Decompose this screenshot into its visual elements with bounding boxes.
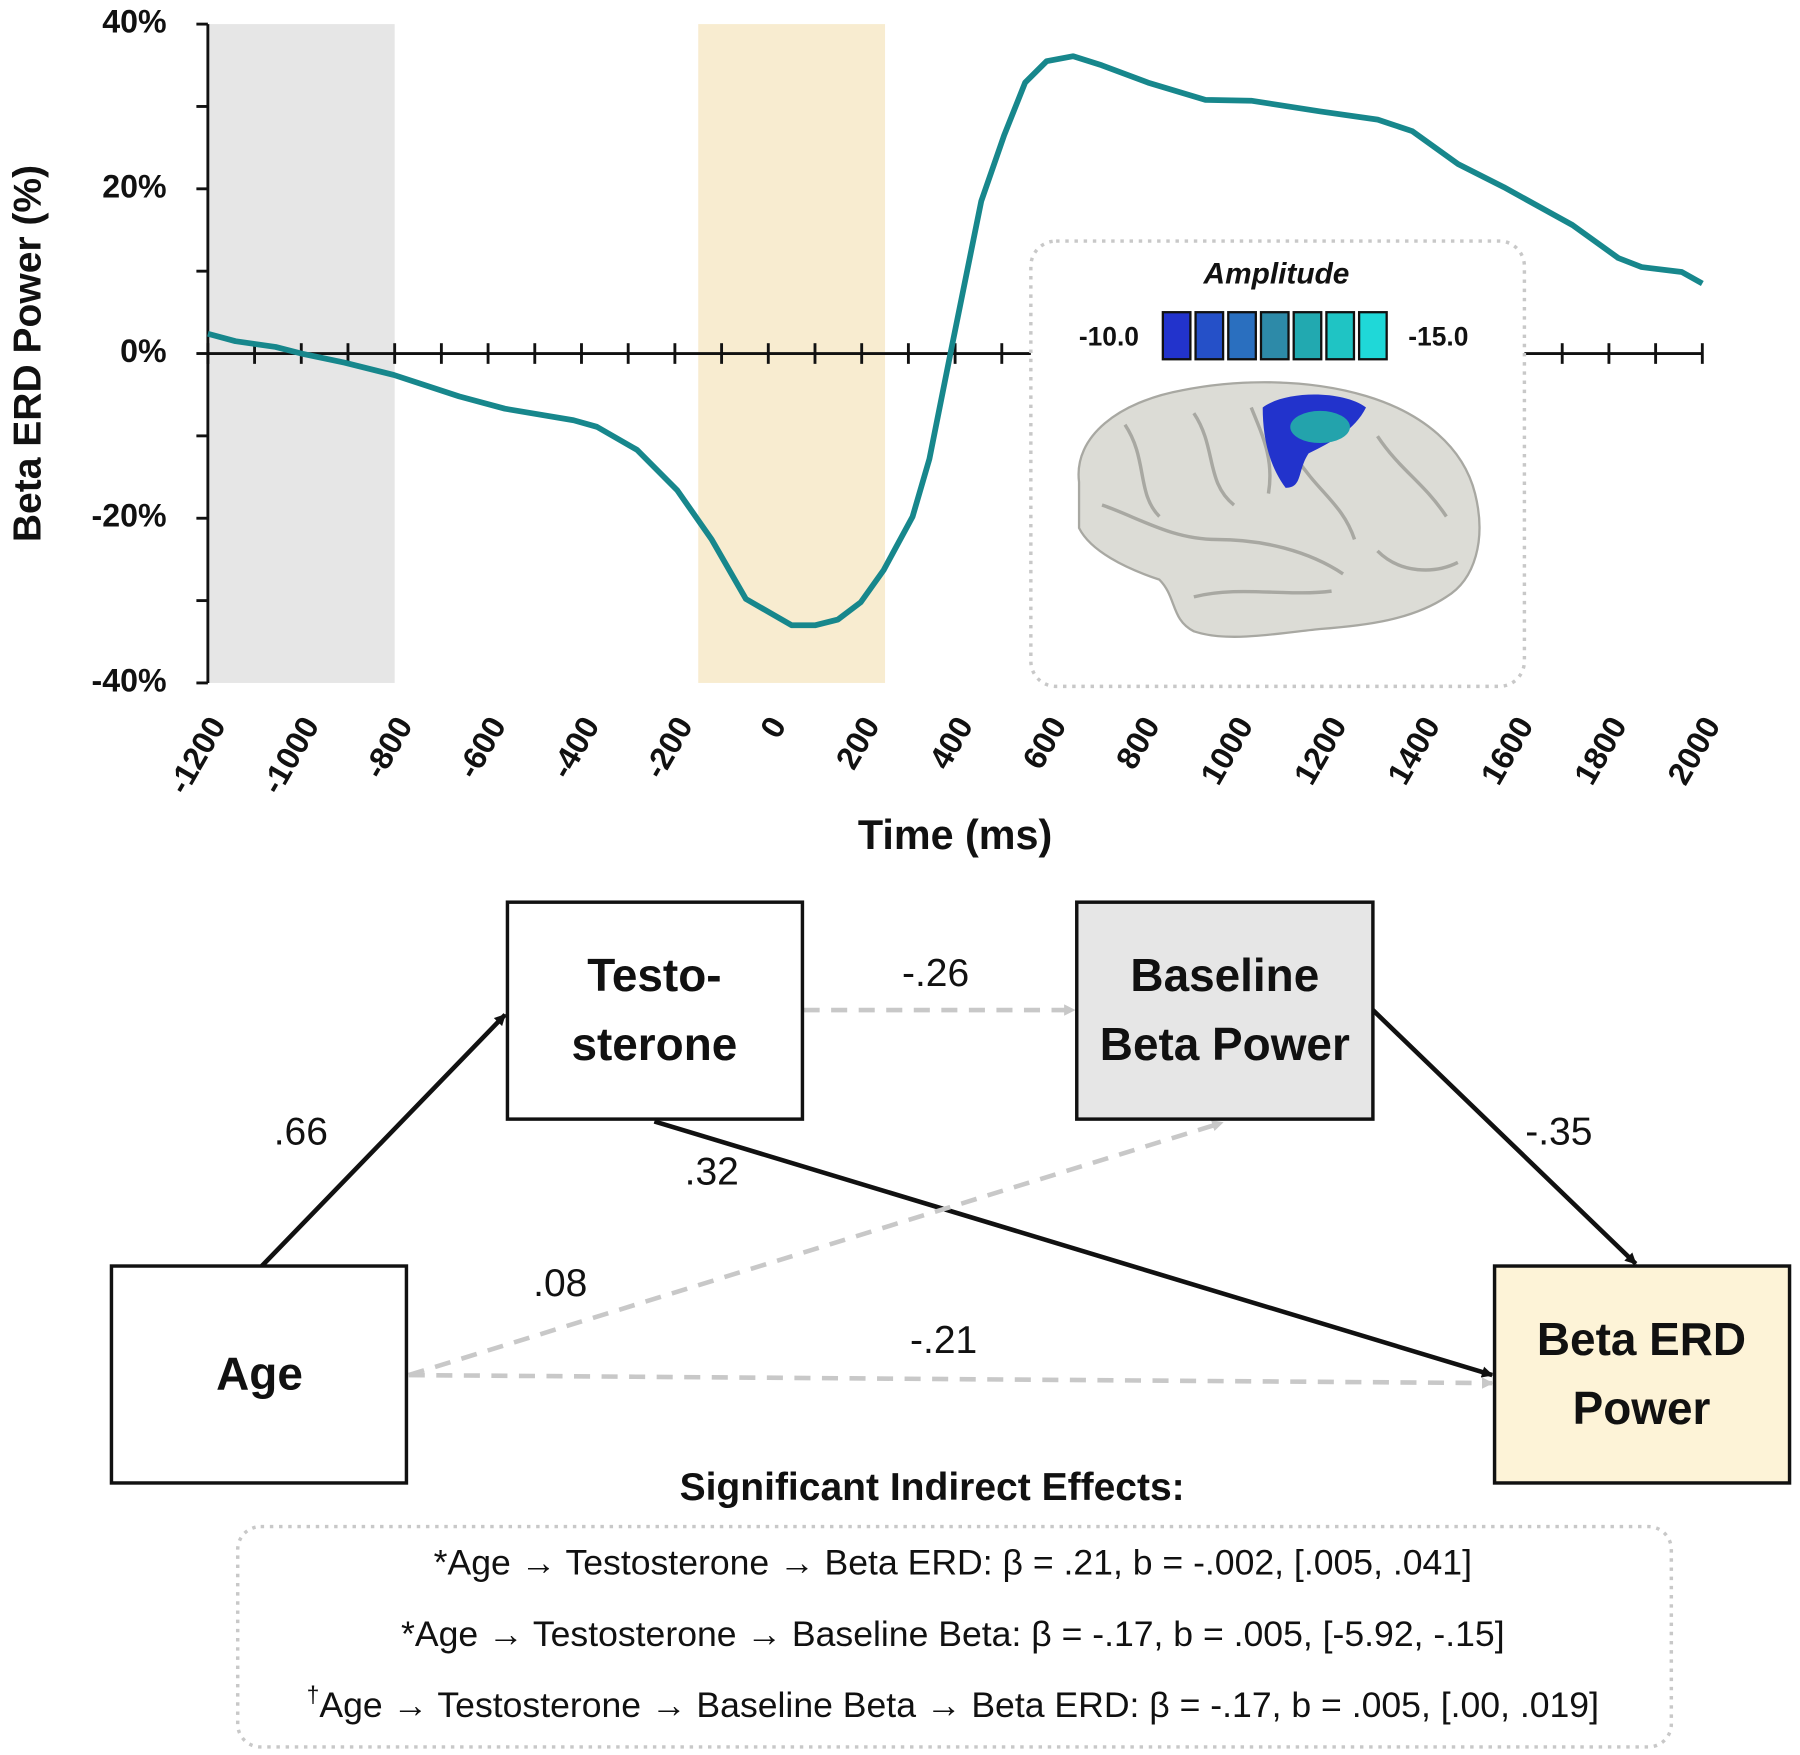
colorbar [1161, 311, 1388, 361]
x-tick-label: 600 [1015, 711, 1073, 775]
node: Beta ERD Power [1492, 1264, 1792, 1485]
x-tick-label: 200 [829, 711, 887, 775]
edge-label: -.21 [910, 1319, 977, 1362]
x-tick-label: 1400 [1380, 711, 1447, 791]
node: Testo- sterone [505, 900, 805, 1121]
colorbar-swatch [1357, 311, 1388, 361]
edge-arrow [1371, 1008, 1638, 1266]
x-tick-label: -200 [636, 711, 699, 785]
series-line [207, 53, 1704, 629]
edge-arrow [653, 1119, 1494, 1378]
edge-arrow [408, 1372, 1494, 1389]
node-label: Baseline [1130, 949, 1319, 1001]
inset-title: Amplitude [1203, 257, 1350, 290]
colorbar-low: -10.0 [1079, 322, 1139, 352]
indirect-line: †Age → Testosterone → Baseline Beta → Be… [307, 1682, 1599, 1726]
significance-mark: * [401, 1614, 415, 1654]
y-tick-label: -40% [92, 662, 167, 698]
colorbar-high: -15.0 [1408, 322, 1468, 352]
y-tick-label: 0% [120, 333, 166, 369]
y-tick-label: 20% [102, 168, 166, 204]
effect-text: Age → Testosterone → Beta ERD: β = .21, … [447, 1543, 1472, 1583]
x-tick-label: 800 [1109, 711, 1167, 775]
node-label: Beta ERD [1537, 1313, 1746, 1365]
x-tick-label: -1000 [254, 711, 326, 800]
colorbar-swatch [1161, 311, 1192, 361]
edge-arrow [260, 1013, 507, 1268]
x-tick-label: 1600 [1473, 711, 1540, 791]
x-tick-label: 2000 [1660, 711, 1727, 791]
x-axis-title: Time (ms) [858, 812, 1052, 858]
edge-label: .66 [274, 1110, 328, 1153]
edge-label: .08 [533, 1262, 587, 1305]
y-axis-title: Beta ERD Power (%) [6, 165, 49, 542]
edge-label: -.35 [1525, 1110, 1592, 1153]
x-tick-label: -1200 [160, 711, 232, 800]
edge-label: -.26 [902, 952, 969, 995]
y-tick-label: -20% [92, 498, 167, 534]
colorbar-swatch [1194, 311, 1225, 361]
x-tick-label: -800 [356, 711, 419, 785]
edge-arrow [408, 1120, 1224, 1378]
line-chart: 40% 20% 0% -20% -40% -1200 -1000 -800 -600 -400 -2… [92, 4, 1728, 800]
node-label: Age [216, 1347, 303, 1399]
colorbar-swatch [1292, 311, 1323, 361]
node: Age [109, 1264, 409, 1485]
inset: Amplitude -10.0 -15.0 [1029, 239, 1527, 689]
node-label: Power [1573, 1382, 1711, 1434]
indirect-line: *Age → Testosterone → Beta ERD: β = .21,… [434, 1543, 1472, 1583]
colorbar-swatch [1259, 311, 1290, 361]
node: Baseline Beta Power [1075, 900, 1375, 1121]
y-tick-label: 40% [102, 4, 166, 40]
significance-mark: † [307, 1682, 320, 1708]
node-label: sterone [571, 1018, 737, 1070]
colorbar-swatch [1325, 311, 1356, 361]
x-tick-label: 400 [922, 711, 980, 775]
edge-label: .32 [685, 1151, 739, 1194]
x-tick-label: 1000 [1193, 711, 1260, 791]
x-tick-label: 0 [753, 711, 793, 744]
effect-text: Age → Testosterone → Baseline Beta: β = … [415, 1614, 1505, 1654]
node-label: Testo- [587, 949, 721, 1001]
indirect-title: Significant Indirect Effects: [680, 1466, 1185, 1509]
colorbar-swatch [1227, 311, 1257, 361]
effect-text: Age → Testosterone → Baseline Beta → Bet… [319, 1685, 1599, 1725]
diagram: .66 -.26 -.35 .32 .08 -.21 Age Testo- st… [109, 900, 1792, 1749]
node-label: Beta Power [1100, 1018, 1350, 1070]
x-tick-label: -400 [543, 711, 606, 785]
x-tick-label: -600 [450, 711, 513, 785]
x-tick-label: 1800 [1567, 711, 1634, 791]
x-tick-label: 1200 [1287, 711, 1354, 791]
significance-mark: * [434, 1543, 448, 1583]
indirect-line: *Age → Testosterone → Baseline Beta: β =… [401, 1614, 1505, 1654]
brain [1077, 381, 1481, 638]
